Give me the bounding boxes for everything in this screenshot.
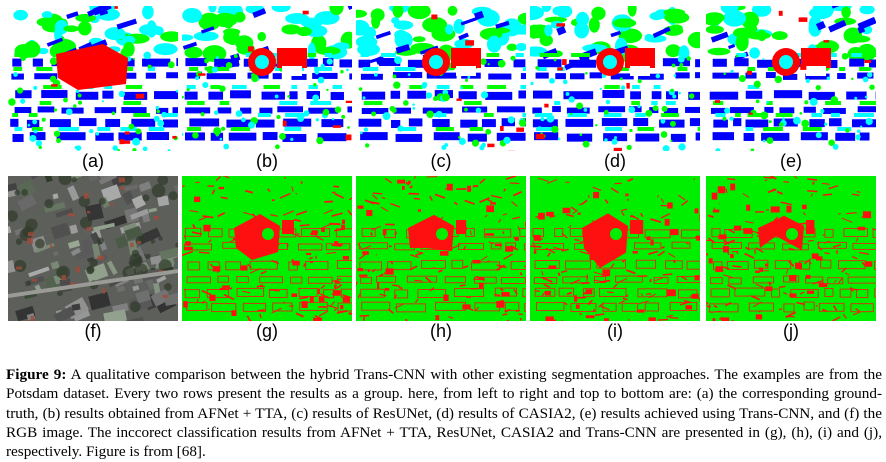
panel-a-ground-truth [8,6,178,151]
label-a: (a) [82,151,104,171]
panel-c-resunet [356,6,526,151]
panel-f-rgb-image [8,176,178,321]
label-g: (g) [256,321,278,341]
panel-j-trans-cnn-errors [706,176,876,321]
panel-i-casia2-errors [530,176,700,321]
panel-b-afnet-tta [182,6,352,151]
label-c: (c) [430,151,452,171]
label-j: (j) [783,321,799,341]
label-b: (b) [256,151,278,171]
panel-d-casia2 [530,6,700,151]
label-i: (i) [607,321,623,341]
label-h: (h) [430,321,452,341]
panel-h-resunet-errors [356,176,526,321]
label-f: (f) [84,321,102,341]
panel-e-trans-cnn [706,6,876,151]
caption-text: A qualitative comparison between the hyb… [6,366,882,461]
figure-number: Figure 9: [6,366,67,383]
figure-caption: Figure 9: A qualitative comparison betwe… [6,365,882,461]
panel-g-afnet-errors [182,176,352,321]
label-d: (d) [604,151,626,171]
label-e: (e) [780,151,802,171]
